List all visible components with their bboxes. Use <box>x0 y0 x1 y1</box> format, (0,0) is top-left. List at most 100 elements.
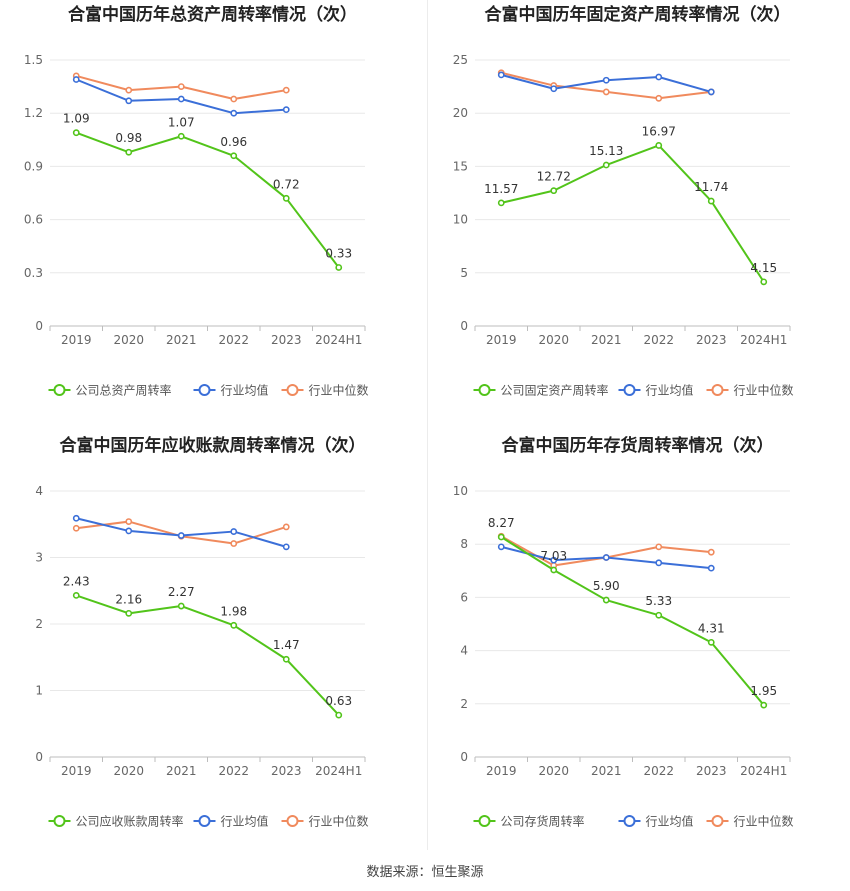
y-tick-label: 2 <box>460 697 468 711</box>
y-tick-label: 10 <box>453 213 468 227</box>
legend-item-company: 公司存货周转率 <box>473 814 585 829</box>
y-tick-label: 0 <box>35 319 43 333</box>
data-point-avg <box>550 556 558 564</box>
data-point-avg <box>125 97 133 105</box>
legend-item-avg: 行业均值 <box>193 383 269 398</box>
data-label: 1.98 <box>220 604 247 618</box>
data-point-median <box>655 94 663 102</box>
x-tick-label: 2023 <box>696 333 727 347</box>
chart-total-asset-turnover: 合富中国历年总资产周转率情况（次） 0 0.3 0.6 0.9 1.2 1.5 2019 202… <box>0 0 425 430</box>
data-point-company <box>655 611 663 619</box>
x-tick-label: 2021 <box>166 764 197 778</box>
y-tick-label: 0.6 <box>24 213 43 227</box>
legend-label: 行业均值 <box>646 814 694 829</box>
legend-item-avg: 行业均值 <box>618 383 694 398</box>
legend-label: 行业中位数 <box>309 383 369 398</box>
data-point-company <box>177 602 185 610</box>
chart-title: 合富中国历年总资产周转率情况（次） <box>68 4 357 25</box>
legend-item-avg: 行业均值 <box>193 814 269 829</box>
legend-item-company: 公司固定资产周转率 <box>473 383 609 398</box>
y-tick-label: 3 <box>35 551 43 565</box>
data-point-company <box>655 142 663 149</box>
legend-item-median: 行业中位数 <box>281 383 369 398</box>
y-tick-label: 5 <box>460 266 468 280</box>
legend-swatch-marker <box>711 815 724 827</box>
x-tick-label: 2022 <box>218 764 249 778</box>
panel-divider <box>427 0 428 850</box>
y-tick-label: 1.2 <box>24 106 43 120</box>
data-point-company <box>497 199 505 207</box>
x-tick-label: 2022 <box>643 764 674 778</box>
y-tick-label: 0.3 <box>24 266 43 280</box>
x-tick-label: 2024H1 <box>740 764 787 778</box>
y-tick-label: 2 <box>35 617 43 631</box>
data-point-avg <box>707 564 715 572</box>
data-label: 4.15 <box>750 261 777 275</box>
x-tick-label: 2020 <box>538 764 569 778</box>
y-tick-label: 0 <box>35 750 43 764</box>
x-tick-label: 2024H1 <box>315 764 362 778</box>
legend-label: 行业中位数 <box>734 383 794 398</box>
data-point-median <box>177 83 185 90</box>
data-label: 2.16 <box>115 592 142 606</box>
legend-item-company: 公司总资产周转率 <box>48 383 172 398</box>
data-point-avg <box>602 76 610 84</box>
series-line-company <box>500 536 765 706</box>
data-point-avg <box>655 73 663 81</box>
data-label: 2.43 <box>63 574 90 588</box>
data-point-company <box>230 152 238 160</box>
data-point-avg <box>497 71 505 79</box>
x-tick-label: 2021 <box>591 333 622 347</box>
series-line-median <box>500 535 712 567</box>
legend-swatch-marker <box>198 815 211 827</box>
data-point-company <box>72 592 80 599</box>
data-label: 1.47 <box>273 638 300 652</box>
data-point-company <box>550 566 558 574</box>
x-tick-label: 2023 <box>696 764 727 778</box>
x-tick-label: 2019 <box>61 764 92 778</box>
x-tick-label: 2024H1 <box>740 333 787 347</box>
legend-item-median: 行业中位数 <box>706 383 794 398</box>
data-point-median <box>282 523 290 531</box>
data-point-company <box>335 264 343 271</box>
data-label: 7.03 <box>540 549 567 563</box>
legend-swatch-marker <box>53 815 66 827</box>
chart-svg: 合富中国历年总资产周转率情况（次） 0 0.3 0.6 0.9 1.2 1.5 2019 202… <box>24 4 369 398</box>
series-line-company <box>75 594 340 716</box>
data-point-median <box>282 86 290 94</box>
x-tick-label: 2023 <box>271 333 302 347</box>
data-point-avg <box>72 76 80 83</box>
chart-title: 合富中国历年应收账款周转率情况（次） <box>60 435 366 456</box>
data-point-company <box>760 701 768 709</box>
y-tick-label: 10 <box>453 484 468 498</box>
x-tick-label: 2024H1 <box>315 333 362 347</box>
legend-swatch-marker <box>286 384 299 396</box>
x-tick-label: 2021 <box>166 333 197 347</box>
data-label: 8.27 <box>488 516 515 530</box>
data-point-company <box>707 197 715 205</box>
legend-item-median: 行业中位数 <box>281 814 369 829</box>
y-tick-label: 1 <box>35 684 43 698</box>
y-tick-label: 0 <box>460 750 468 764</box>
x-tick-label: 2023 <box>271 764 302 778</box>
data-point-avg <box>655 559 663 567</box>
data-point-company <box>707 638 715 646</box>
legend-label: 公司存货周转率 <box>501 814 585 829</box>
chart-inventory-turnover: 合富中国历年存货周转率情况（次） 0 2 4 6 8 10 2019 2020 2021 2022 2… <box>425 431 850 861</box>
data-point-avg <box>177 95 185 103</box>
data-point-company <box>282 194 290 202</box>
y-tick-label: 6 <box>460 590 468 604</box>
legend-swatch-marker <box>286 815 299 827</box>
data-label: 12.72 <box>537 170 571 184</box>
data-point-median <box>655 543 663 551</box>
data-label: 0.63 <box>325 694 352 708</box>
data-point-company <box>602 596 610 604</box>
x-tick-label: 2020 <box>538 333 569 347</box>
data-label: 15.13 <box>589 144 623 158</box>
y-tick-label: 1.5 <box>24 53 43 67</box>
data-point-avg <box>282 106 290 114</box>
y-tick-label: 4 <box>460 644 468 658</box>
data-point-company <box>125 609 133 617</box>
y-tick-label: 0 <box>460 319 468 333</box>
legend-swatch-marker <box>623 815 636 827</box>
